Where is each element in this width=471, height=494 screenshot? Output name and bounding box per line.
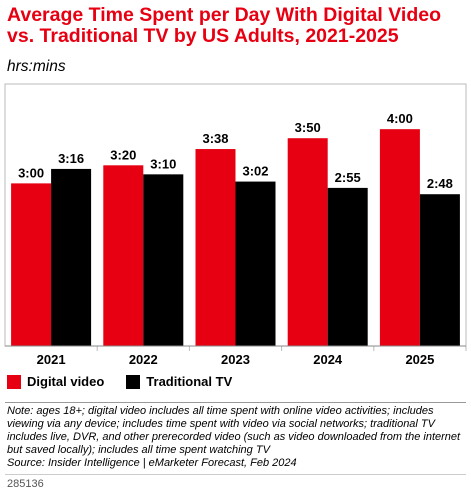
bar-digital-video-2024 [287, 138, 328, 346]
legend-item-digital-video: Digital video [7, 374, 104, 389]
bar-traditional-tv-2024 [327, 187, 368, 346]
legend-label-traditional-tv: Traditional TV [146, 374, 233, 389]
bar-traditional-tv-2023 [235, 181, 276, 346]
x-tick-label: 2021 [37, 352, 66, 367]
legend-label-digital-video: Digital video [27, 374, 105, 389]
data-label: 2:55 [335, 170, 361, 185]
chart-note: Note: ages 18+; digital video includes a… [7, 405, 461, 456]
x-tick-label: 2025 [405, 352, 434, 367]
chart-source: Source: Insider Intelligence | eMarketer… [7, 457, 297, 469]
chart-id: 285136 [7, 478, 44, 490]
data-label: 2:48 [427, 176, 453, 191]
footer-divider [5, 402, 466, 403]
data-label: 3:10 [150, 156, 176, 171]
bar-digital-video-2021 [11, 183, 52, 346]
tag-divider [5, 474, 466, 475]
data-label: 3:16 [58, 151, 84, 166]
bar-digital-video-2025 [379, 129, 420, 346]
data-label: 3:00 [18, 165, 44, 180]
legend-item-traditional-tv: Traditional TV [126, 374, 232, 389]
x-tick-label: 2023 [221, 352, 250, 367]
legend-swatch-traditional-tv [126, 374, 141, 389]
bar-digital-video-2023 [195, 149, 236, 346]
bar-traditional-tv-2021 [51, 168, 92, 346]
data-label: 3:50 [295, 120, 321, 135]
bar-traditional-tv-2025 [419, 194, 460, 346]
data-label: 3:38 [202, 131, 228, 146]
bar-traditional-tv-2022 [143, 174, 184, 346]
data-label: 4:00 [387, 111, 413, 126]
legend: Digital video Traditional TV [7, 374, 254, 389]
legend-swatch-digital-video [7, 374, 21, 389]
chart-title: Average Time Spent per Day With Digital … [7, 4, 441, 47]
chart-subtitle: hrs:mins [7, 58, 66, 75]
x-tick-label: 2022 [129, 352, 158, 367]
data-label: 3:20 [110, 147, 136, 162]
x-tick-label: 2024 [313, 352, 343, 367]
data-label: 3:02 [242, 164, 268, 179]
bar-digital-video-2022 [103, 165, 144, 346]
